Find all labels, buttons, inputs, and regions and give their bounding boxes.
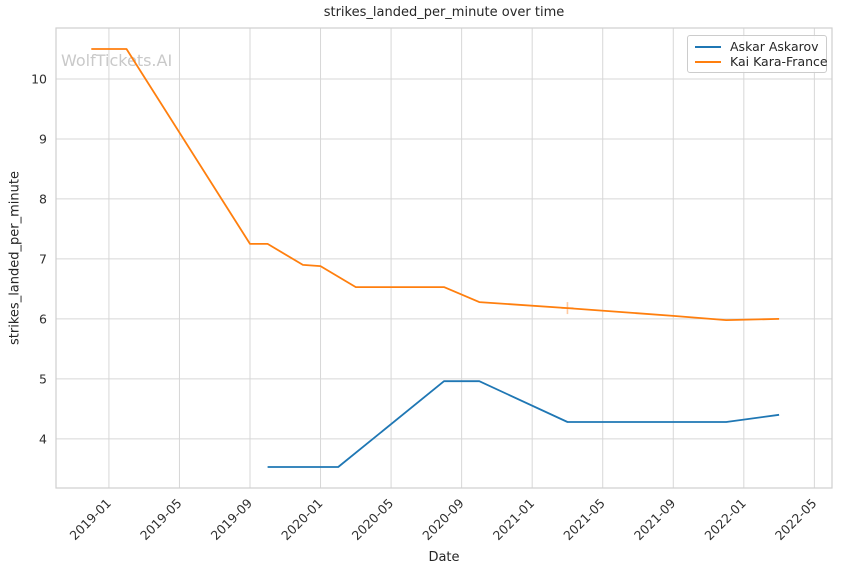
y-tick-label: 7 — [39, 251, 47, 266]
x-tick-label: 2020-09 — [419, 495, 467, 543]
x-axis-label: Date — [428, 550, 460, 565]
x-tick-label: 2019-01 — [66, 496, 114, 544]
y-tick-label: 4 — [39, 431, 47, 446]
x-tick-label: 2019-09 — [208, 495, 256, 543]
chart-title: strikes_landed_per_minute over time — [323, 5, 565, 20]
legend-line-sample-blue — [695, 45, 721, 48]
legend-line-sample-orange — [695, 60, 721, 63]
y-tick-label: 6 — [39, 311, 47, 326]
y-axis-label: strikes_landed_per_minute — [7, 171, 23, 345]
plot-border — [55, 27, 833, 489]
series-line-kai-kara-france — [91, 48, 780, 322]
legend-item-kai-kara-france: Kai Kara-France — [695, 54, 828, 69]
x-tick-label: 2022-01 — [701, 496, 749, 544]
x-tick-label: 2021-09 — [631, 495, 679, 543]
x-tick-label: 2022-05 — [772, 496, 820, 544]
legend: Askar Askarov Kai Kara-France — [687, 35, 828, 73]
watermark: WolfTickets.AI — [61, 51, 172, 70]
y-tick-label: 8 — [39, 191, 47, 206]
y-tick-label: 5 — [39, 371, 47, 386]
legend-label: Askar Askarov — [730, 39, 819, 54]
x-tick-label: 2021-05 — [560, 496, 608, 544]
x-tick-label: 2020-01 — [278, 496, 326, 544]
y-tick-label: 9 — [39, 131, 47, 146]
y-tick-label: 10 — [31, 71, 47, 86]
x-tick-label: 2019-05 — [137, 496, 185, 544]
x-tick-label: 2020-05 — [349, 496, 397, 544]
legend-label: Kai Kara-France — [730, 54, 828, 69]
legend-item-askar-askarov: Askar Askarov — [695, 39, 819, 54]
series-line-askar-askarov — [267, 380, 780, 468]
x-tick-label: 2021-01 — [490, 496, 538, 544]
